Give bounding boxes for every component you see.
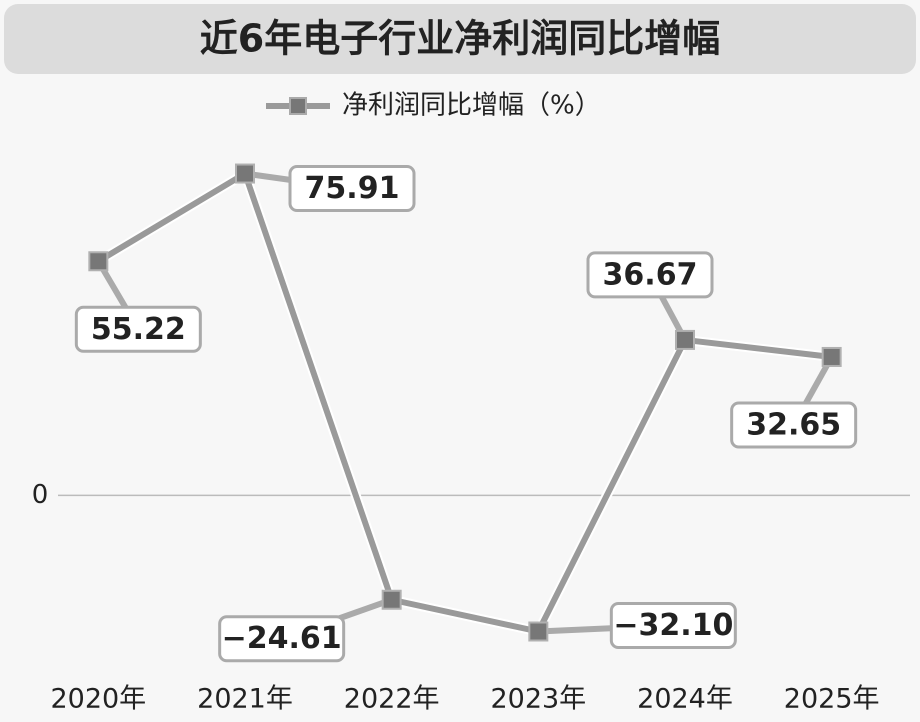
series-line [95,168,833,637]
chart-title: 近6年电子行业净利润同比增幅 [200,17,720,61]
data-label: 55.22 [91,312,186,347]
legend-marker [289,97,307,115]
data-label: 75.91 [305,171,400,206]
legend: 净利润同比增幅（%） [266,91,601,121]
data-label: 32.65 [746,407,841,442]
data-point [235,163,255,184]
x-tick-label: 2023年 [490,684,586,715]
label-box [218,615,346,663]
y-tick-label: 0 [32,480,49,510]
label-box [730,401,858,449]
x-tick-label: 2020年 [50,684,146,715]
legend-label: 净利润同比增幅（%） [342,91,601,121]
data-point [528,621,549,642]
label-box [586,251,714,299]
x-tick-label: 2025年 [784,684,880,715]
x-tick-label: 2022年 [344,684,440,715]
x-tick-label: 2021年 [197,684,293,715]
label-box [288,165,416,213]
data-label: 36.67 [603,257,698,292]
label-box [74,305,202,353]
x-tick-label: 2024年 [637,684,733,715]
data-label: −24.61 [222,621,342,656]
data-point [821,346,842,367]
data-point [88,251,109,272]
title-banner [4,4,916,74]
label-box [609,602,737,650]
data-point [675,329,695,350]
data-label: −32.10 [613,608,733,643]
series-line [96,170,833,635]
data-point [381,589,402,610]
